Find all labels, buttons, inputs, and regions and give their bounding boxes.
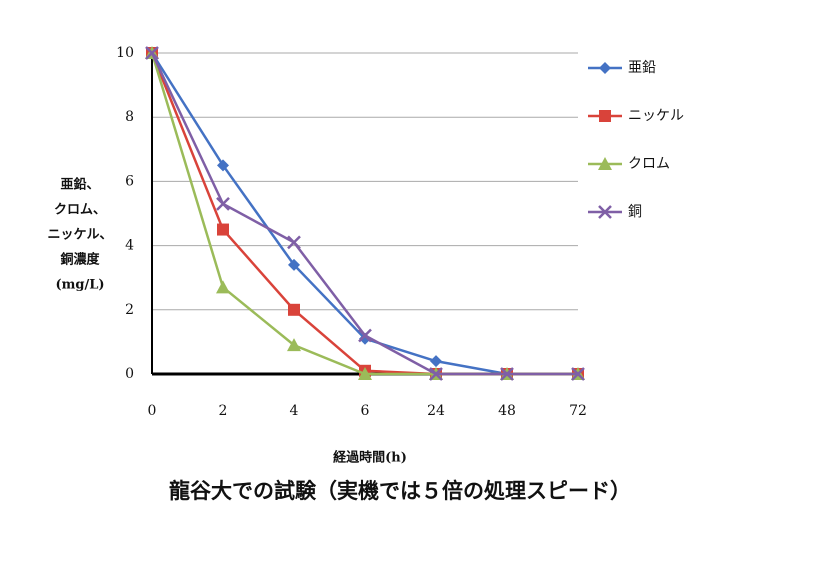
y-axis-label: クロム、 — [54, 203, 106, 218]
legend-marker — [599, 110, 611, 122]
legend-label: ニッケル — [628, 108, 684, 124]
legend-marker — [598, 157, 612, 170]
x-tick-label: 48 — [498, 403, 516, 419]
marker — [287, 235, 301, 250]
marker — [358, 328, 372, 343]
marker — [288, 303, 300, 316]
legend-label: 亜鉛 — [628, 60, 656, 76]
x-axis-label: 経過時間(h) — [333, 450, 407, 466]
marker — [358, 367, 372, 380]
marker — [571, 367, 585, 381]
y-tick-label: 2 — [125, 302, 134, 318]
y-axis-label: 銅濃度 — [60, 252, 100, 268]
marker — [217, 223, 229, 236]
x-tick-label: 72 — [569, 403, 587, 419]
x-tick-label: 4 — [290, 403, 299, 419]
legend-label: 銅 — [628, 204, 642, 220]
y-axis-label: (mg/L) — [55, 278, 104, 293]
y-tick-label: 0 — [125, 366, 134, 382]
y-tick-label: 6 — [125, 173, 134, 189]
marker — [216, 196, 230, 211]
marker — [216, 280, 230, 294]
marker — [145, 46, 159, 60]
marker — [288, 258, 300, 271]
series-line — [150, 52, 578, 376]
legend-marker — [598, 205, 612, 219]
marker — [500, 367, 514, 381]
y-axis-label: ニッケル、 — [47, 228, 112, 243]
x-tick-label: 24 — [427, 403, 445, 419]
x-tick-label: 0 — [148, 403, 157, 419]
x-tick-label: 2 — [219, 403, 228, 419]
legend-label: クロム — [628, 156, 670, 172]
caption: 龍谷大での試験（実機では５倍の処理スピード） — [169, 479, 631, 503]
y-tick-label: 10 — [116, 45, 134, 61]
marker — [287, 338, 301, 352]
marker — [429, 367, 443, 381]
marker — [217, 159, 229, 172]
legend-marker — [599, 62, 611, 74]
y-tick-label: 8 — [125, 109, 134, 125]
marker — [430, 355, 442, 368]
x-tick-label: 6 — [361, 403, 370, 419]
y-tick-label: 4 — [125, 238, 134, 254]
y-axis-label: 亜鉛、 — [60, 177, 99, 193]
